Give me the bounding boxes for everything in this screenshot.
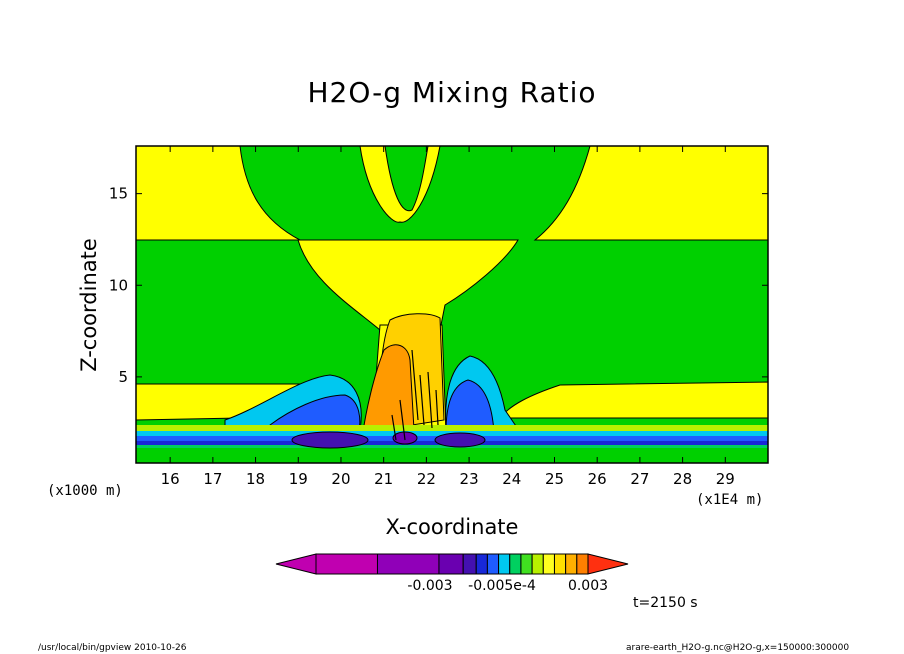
x-tick-label: 29 bbox=[716, 470, 735, 488]
field-upper-right-yellow bbox=[533, 145, 769, 241]
colorbar-segment bbox=[438, 553, 464, 575]
chart-title: H2O-g Mixing Ratio bbox=[307, 76, 597, 109]
footer-source: arare-earth_H2O-g.nc@H2O-g,x=150000:3000… bbox=[626, 643, 850, 653]
colorbar-segment bbox=[542, 553, 555, 575]
x-tick-label: 22 bbox=[417, 470, 436, 488]
x-tick-label: 20 bbox=[331, 470, 350, 488]
colorbar-min-arrow bbox=[275, 553, 317, 575]
colorbar-segment bbox=[553, 553, 567, 575]
colorbar-label-min: -0.003 bbox=[407, 578, 453, 594]
colorbar-max-arrow bbox=[587, 553, 629, 575]
colorbar-segment bbox=[462, 553, 477, 575]
time-label: t=2150 s bbox=[633, 595, 698, 611]
footer-path: /usr/local/bin/gpview 2010-10-26 bbox=[38, 643, 187, 653]
colorbar-segment bbox=[531, 553, 544, 575]
x-ticks: 16 17 18 19 20 21 22 23 24 25 26 27 28 29 bbox=[161, 146, 735, 488]
field-top-green-lobe bbox=[384, 145, 429, 212]
y-tick-label: 15 bbox=[109, 185, 128, 203]
x-tick-label: 21 bbox=[374, 470, 393, 488]
x-tick-label: 27 bbox=[630, 470, 649, 488]
field-blue-right bbox=[445, 379, 495, 433]
colorbar-segment bbox=[315, 553, 378, 575]
y-tick-label: 5 bbox=[118, 368, 128, 386]
plot-frame bbox=[135, 145, 769, 464]
y-ticks: 5 10 15 bbox=[109, 185, 768, 386]
field-core-contours bbox=[391, 349, 439, 441]
colorbar-label-max: 0.003 bbox=[567, 578, 609, 594]
colorbar-segment bbox=[376, 553, 440, 575]
field-purple-right bbox=[434, 432, 486, 448]
colorbar-segment bbox=[509, 553, 522, 575]
colorbar-segment bbox=[565, 553, 578, 575]
colorbar-label-mid: -0.005e-4 bbox=[468, 578, 536, 594]
field-band-bottom-green bbox=[136, 448, 768, 463]
colorbar-segment bbox=[486, 553, 500, 575]
plot-area bbox=[135, 145, 769, 464]
colorbar-segment bbox=[475, 553, 488, 575]
colorbar-segment bbox=[520, 553, 533, 575]
x-tick-label: 28 bbox=[673, 470, 692, 488]
colorbar-segment bbox=[576, 553, 589, 575]
x-unit-right: (x1E4 m) bbox=[696, 492, 764, 508]
x-tick-label: 16 bbox=[161, 470, 180, 488]
x-tick-label: 17 bbox=[203, 470, 222, 488]
field-band-lime bbox=[136, 425, 768, 431]
x-axis-label: X-coordinate bbox=[385, 515, 519, 539]
y-tick-label: 10 bbox=[109, 276, 128, 294]
colorbar-segment bbox=[498, 553, 511, 575]
x-tick-label: 19 bbox=[289, 470, 308, 488]
x-tick-label: 24 bbox=[502, 470, 521, 488]
x-tick-label: 25 bbox=[545, 470, 564, 488]
x-tick-label: 26 bbox=[588, 470, 607, 488]
field-purple-left bbox=[291, 431, 369, 449]
colorbar bbox=[275, 553, 629, 575]
x-tick-label: 23 bbox=[460, 470, 479, 488]
x-tick-label: 18 bbox=[246, 470, 265, 488]
x-unit-left: (x1000 m) bbox=[47, 483, 123, 499]
